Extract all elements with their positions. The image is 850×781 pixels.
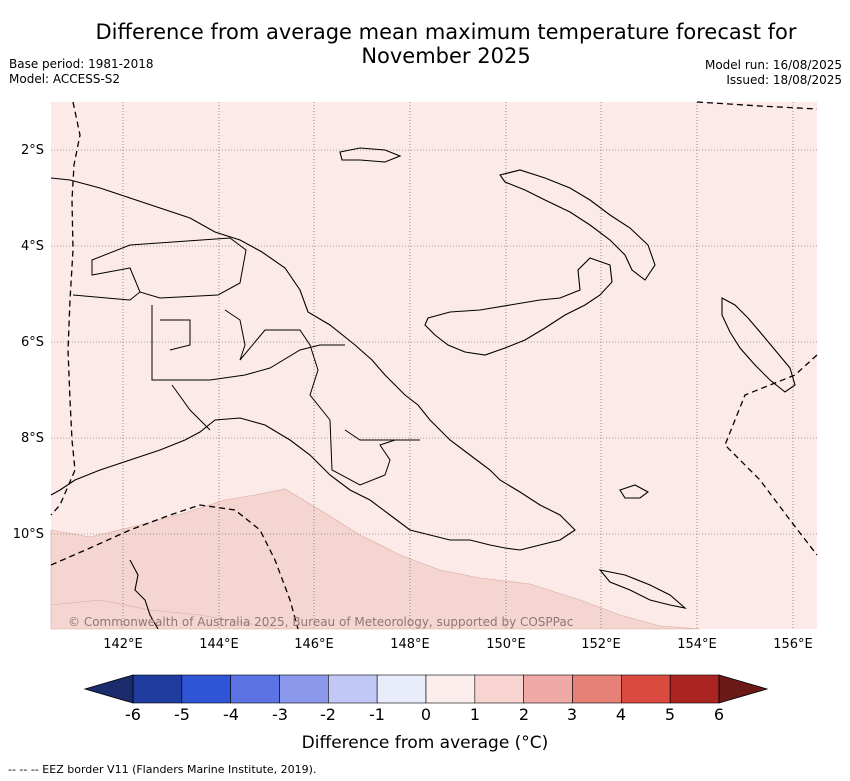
lat-label-8s: 8°S bbox=[20, 431, 44, 446]
louisiade bbox=[598, 569, 687, 609]
colorbar bbox=[83, 674, 769, 704]
issued-date: Issued: 18/08/2025 bbox=[726, 73, 842, 87]
colorbar-segment bbox=[279, 674, 329, 704]
copyright-notice: © Commonwealth of Australia 2025, Bureau… bbox=[68, 615, 574, 629]
colorbar-segment bbox=[328, 674, 378, 704]
lon-label-150e: 150°E bbox=[486, 637, 526, 652]
lon-label-142e: 142°E bbox=[103, 637, 143, 652]
eez-border bbox=[50, 101, 818, 630]
lon-label-144e: 144°E bbox=[199, 637, 239, 652]
lat-label-6s: 6°S bbox=[20, 335, 44, 350]
colorbar-segment bbox=[132, 674, 183, 704]
colorbar-tick-label: -2 bbox=[320, 705, 336, 724]
colorbar-segment bbox=[669, 674, 720, 704]
lat-label-2s: 2°S bbox=[20, 143, 44, 158]
model-name: Model: ACCESS-S2 bbox=[9, 72, 121, 86]
colorbar-tick-label: 5 bbox=[664, 705, 676, 724]
lon-label-148e: 148°E bbox=[390, 637, 430, 652]
colorbar-tick-label: -5 bbox=[174, 705, 190, 724]
model-run: Model run: 16/08/2025 bbox=[704, 58, 842, 72]
colorbar-tick-label: -1 bbox=[369, 705, 385, 724]
colorbar-tick-label: 1 bbox=[469, 705, 481, 724]
colorbar-tick-label: -3 bbox=[272, 705, 288, 724]
colorbar-segment bbox=[230, 674, 280, 704]
new-britain bbox=[424, 257, 613, 356]
colorbar-segment bbox=[572, 674, 622, 704]
d-entrecasteaux bbox=[619, 484, 650, 499]
lon-label-156e: 156°E bbox=[773, 637, 813, 652]
gridlines bbox=[51, 102, 817, 629]
colorbar-tick-label: -4 bbox=[223, 705, 239, 724]
colorbar-segment bbox=[376, 674, 427, 704]
provincial-borders bbox=[72, 237, 420, 486]
eez-legend-note: -- -- -- EEZ border V11 (Flanders Marine… bbox=[8, 763, 317, 776]
meta-left: Base period: 1981-2018 Model: ACCESS-S2 bbox=[9, 57, 154, 87]
new-ireland bbox=[499, 169, 656, 281]
lat-label-4s: 4°S bbox=[20, 239, 44, 254]
meta-right: Model run: 16/08/2025 Issued: 18/08/2025 bbox=[705, 58, 842, 88]
manus-island bbox=[339, 147, 402, 163]
colorbar-segment bbox=[523, 674, 573, 704]
colorbar-tick-label: 6 bbox=[713, 705, 725, 724]
base-period: Base period: 1981-2018 bbox=[9, 57, 154, 71]
lon-label-154e: 154°E bbox=[677, 637, 717, 652]
colorbar-segment bbox=[621, 674, 671, 704]
colorbar-tick-label: 0 bbox=[420, 705, 432, 724]
colorbar-over-triangle bbox=[718, 674, 769, 704]
lon-label-152e: 152°E bbox=[581, 637, 621, 652]
lon-label-146e: 146°E bbox=[294, 637, 334, 652]
coastlines bbox=[50, 147, 796, 630]
colorbar-segment bbox=[474, 674, 524, 704]
warmer-region bbox=[50, 488, 701, 630]
colorbar-tick-label: 3 bbox=[566, 705, 578, 724]
cape-york bbox=[129, 559, 159, 630]
colorbar-tick-label: 4 bbox=[615, 705, 627, 724]
map-title: Difference from average mean maximum tem… bbox=[95, 20, 797, 68]
colorbar-tick-label: 2 bbox=[518, 705, 530, 724]
bougainville bbox=[721, 297, 796, 393]
lat-label-10s: 10°S bbox=[12, 527, 44, 542]
colorbar-tick-label: -6 bbox=[125, 705, 141, 724]
colorbar-segment bbox=[425, 674, 476, 704]
new-guinea-coast bbox=[50, 177, 576, 551]
colorbar-segments bbox=[132, 674, 720, 704]
colorbar-title: Difference from average (°C) bbox=[301, 733, 549, 753]
colorbar-segment bbox=[181, 674, 231, 704]
colorbar-under-triangle bbox=[83, 674, 134, 704]
